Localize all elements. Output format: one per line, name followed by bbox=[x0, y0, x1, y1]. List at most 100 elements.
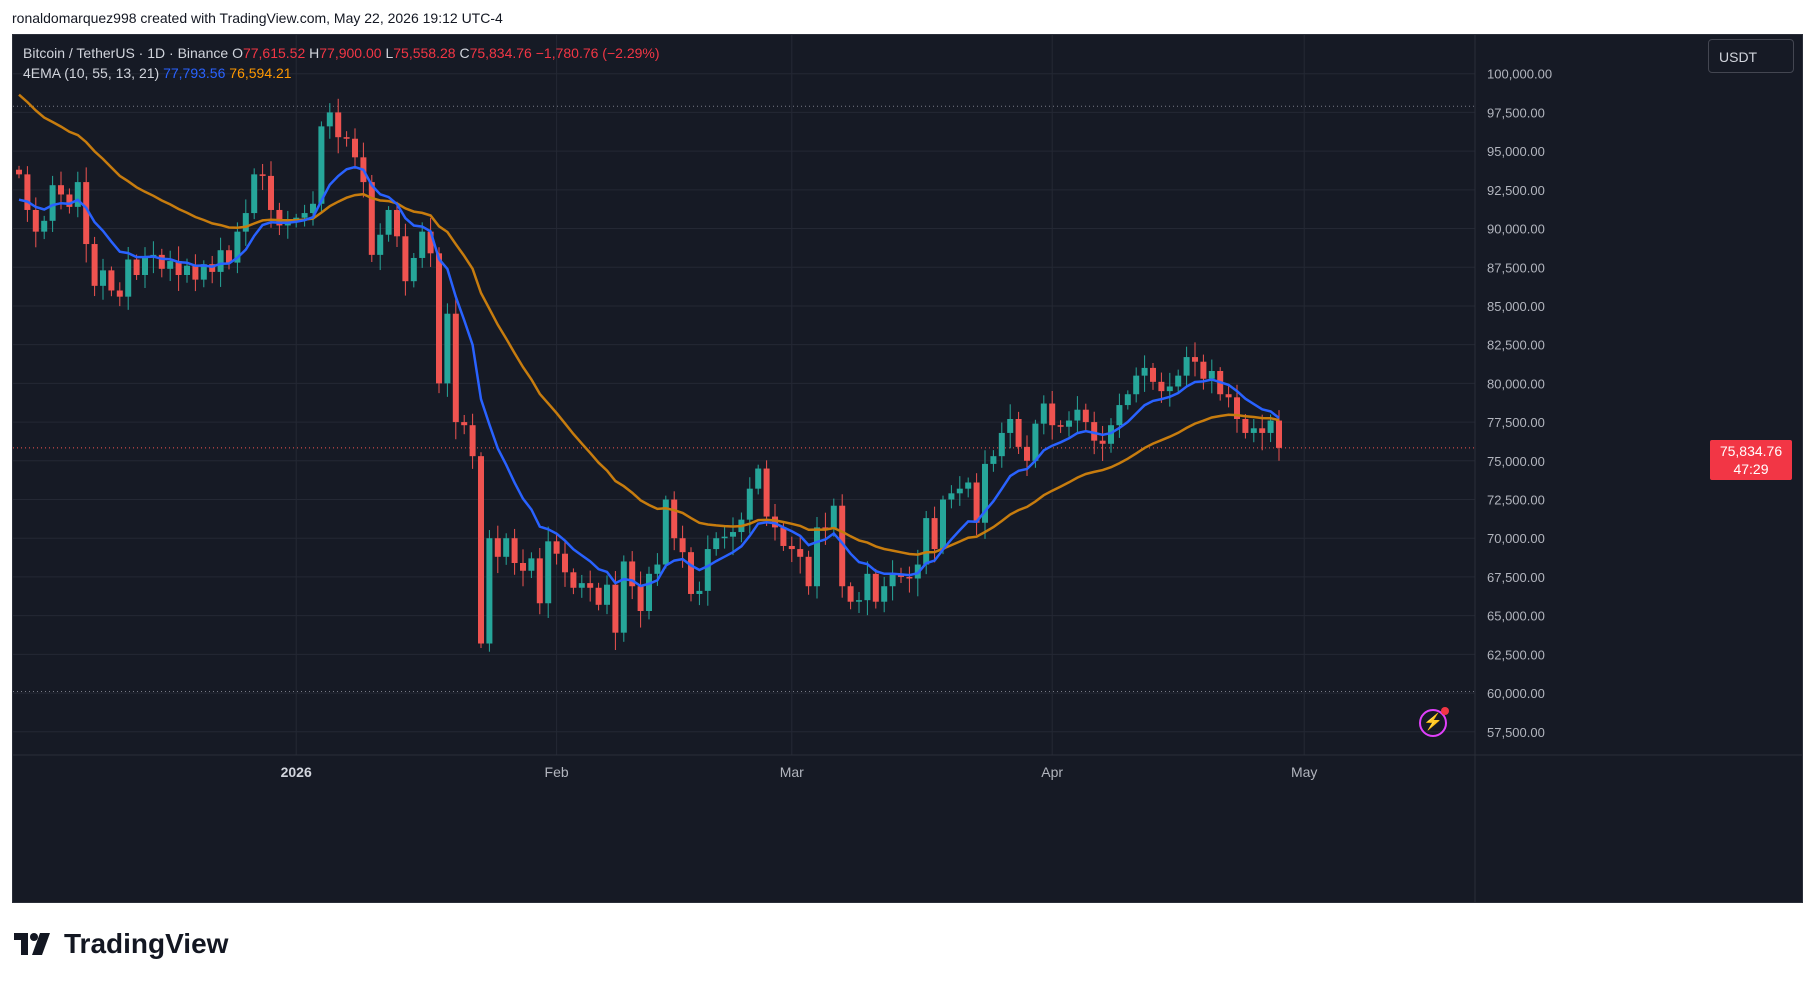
candle-body bbox=[780, 527, 787, 546]
candle-body bbox=[503, 538, 510, 557]
tradingview-logo: TradingView bbox=[14, 928, 228, 960]
candle-body bbox=[881, 586, 888, 602]
indicator-name[interactable]: 4EMA (10, 55, 13, 21) bbox=[23, 65, 160, 81]
candle-body bbox=[923, 518, 930, 565]
candle-body bbox=[696, 590, 703, 594]
price-tick-label: 82,500.00 bbox=[1487, 338, 1545, 353]
chart-legend: Bitcoin / TetherUS · 1D · Binance O77,61… bbox=[23, 43, 660, 83]
candle-body bbox=[427, 231, 434, 254]
price-tick-label: 100,000.00 bbox=[1487, 67, 1552, 82]
candle-body bbox=[1066, 420, 1072, 427]
price-tick-label: 87,500.00 bbox=[1487, 260, 1545, 275]
candle-body bbox=[553, 541, 560, 554]
candle-body bbox=[469, 425, 476, 457]
candle-body bbox=[301, 213, 308, 218]
candle-body bbox=[125, 259, 132, 297]
price-tick-label: 70,000.00 bbox=[1487, 531, 1545, 546]
candle-body bbox=[251, 174, 258, 214]
candle-body bbox=[385, 209, 392, 235]
candle-body bbox=[931, 518, 938, 550]
candle-body bbox=[629, 561, 636, 587]
time-tick-label: Mar bbox=[780, 764, 804, 780]
candle-body bbox=[209, 264, 216, 272]
lightning-bolt-icon[interactable]: ⚡ bbox=[1419, 707, 1449, 737]
candle-body bbox=[335, 112, 342, 138]
candle-body bbox=[587, 583, 594, 588]
candle-body bbox=[175, 261, 182, 275]
price-tick-label: 57,500.00 bbox=[1487, 725, 1545, 740]
candle-body bbox=[452, 313, 459, 423]
candle-body bbox=[276, 209, 283, 226]
candle-body bbox=[612, 584, 619, 633]
candle-body bbox=[755, 468, 762, 489]
candle-body bbox=[520, 563, 526, 571]
candle-body bbox=[864, 573, 871, 601]
candle-body bbox=[1057, 425, 1064, 427]
candle-body bbox=[545, 541, 552, 604]
price-chart-canvas[interactable]: 100,000.00 97,500.00 95,000.00 92,500.00 90,… bbox=[13, 35, 1803, 903]
candle-body bbox=[142, 256, 148, 275]
price-tick-label: 65,000.00 bbox=[1487, 609, 1545, 624]
ema-fast-line bbox=[18, 165, 1280, 588]
indicator-legend-row: 4EMA (10, 55, 13, 21) 77,793.56 76,594.2… bbox=[23, 63, 660, 83]
ema-fast-value: 77,793.56 bbox=[163, 65, 226, 81]
candle-body bbox=[1074, 409, 1081, 421]
candlesticks bbox=[16, 98, 1282, 652]
open-label: O bbox=[232, 45, 243, 61]
candle-body bbox=[662, 499, 669, 565]
ema-slow-value: 76,594.21 bbox=[229, 65, 292, 81]
candle-body bbox=[32, 209, 39, 232]
currency-button[interactable]: USDT bbox=[1708, 39, 1794, 73]
candle-body bbox=[310, 203, 316, 214]
close-value: 75,834.76 bbox=[469, 45, 532, 61]
grid-lines bbox=[13, 35, 1475, 755]
candle-body bbox=[1225, 394, 1232, 398]
candle-body bbox=[1099, 440, 1106, 444]
candle-body bbox=[956, 488, 963, 494]
candle-body bbox=[578, 583, 585, 588]
candle-body bbox=[1250, 428, 1257, 433]
candle-body bbox=[268, 175, 274, 210]
time-tick-label: Feb bbox=[545, 764, 569, 780]
candle-body bbox=[973, 482, 980, 523]
candle-body bbox=[671, 499, 678, 539]
candle-body bbox=[688, 552, 694, 594]
candle-body bbox=[679, 538, 686, 553]
ema-lines bbox=[18, 93, 1280, 588]
current-price-tag: 75,834.76 47:29 bbox=[1710, 439, 1792, 480]
candle-body bbox=[343, 137, 350, 139]
open-value: 77,615.52 bbox=[242, 45, 306, 61]
candle-body bbox=[24, 174, 31, 210]
candle-body bbox=[133, 259, 140, 275]
candle-body bbox=[1091, 422, 1098, 441]
candle-body bbox=[377, 234, 384, 255]
candle-body bbox=[797, 549, 804, 557]
candle-body bbox=[1040, 403, 1047, 424]
candle-body bbox=[965, 482, 972, 489]
candle-body bbox=[1082, 409, 1089, 423]
candle-body bbox=[948, 493, 955, 500]
candle-body bbox=[1175, 375, 1182, 387]
price-tick-label: 77,500.00 bbox=[1487, 415, 1545, 430]
high-value: 77,900.00 bbox=[319, 45, 382, 61]
price-axis: 100,000.00 97,500.00 95,000.00 92,500.00 90,… bbox=[1474, 35, 1552, 902]
chart-area[interactable]: 100,000.00 97,500.00 95,000.00 92,500.00 90,… bbox=[12, 34, 1803, 903]
candle-body bbox=[352, 138, 358, 158]
candle-body bbox=[436, 253, 442, 384]
candle-body bbox=[494, 538, 501, 557]
candle-body bbox=[830, 505, 837, 529]
candle-body bbox=[713, 538, 720, 550]
candle-body bbox=[746, 488, 753, 520]
candle-body bbox=[184, 265, 190, 275]
high-label: H bbox=[309, 45, 320, 61]
candle-body bbox=[419, 231, 426, 258]
price-tick-label: 90,000.00 bbox=[1487, 222, 1545, 237]
candle-body bbox=[226, 250, 232, 263]
candle-body bbox=[108, 270, 115, 291]
candle-body bbox=[1133, 375, 1140, 395]
candle-body bbox=[528, 558, 535, 571]
candle-body bbox=[1192, 357, 1198, 362]
symbol-title[interactable]: Bitcoin / TetherUS · 1D · Binance bbox=[23, 45, 229, 61]
price-tick-label: 92,500.00 bbox=[1487, 183, 1545, 198]
candle-body bbox=[822, 527, 829, 529]
